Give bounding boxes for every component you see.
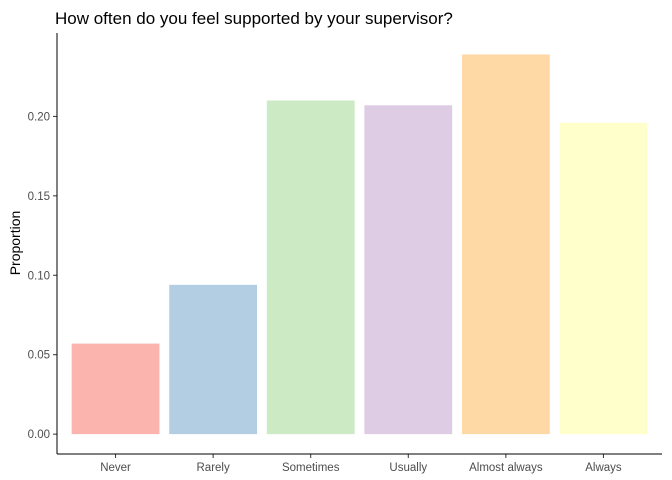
bar-never <box>71 343 160 435</box>
bar-sometimes <box>266 100 355 435</box>
bar-always <box>559 122 648 435</box>
y-tick-label: 0.20 <box>28 111 50 123</box>
x-tick-label: Sometimes <box>282 462 340 474</box>
y-tick-label: 0.10 <box>28 270 50 282</box>
y-axis-ticks: 0.00 0.05 0.10 0.15 0.20 <box>28 111 57 441</box>
y-tick-label: 0.05 <box>28 350 50 362</box>
bar-rarely <box>169 284 258 435</box>
y-tick-label: 0.15 <box>28 191 50 203</box>
x-tick-label: Almost always <box>469 462 543 474</box>
bar-usually <box>364 105 453 435</box>
x-axis-ticks: Never Rarely Sometimes Usually Almost always… <box>100 454 622 474</box>
x-tick-label: Never <box>100 462 131 474</box>
x-tick-label: Always <box>585 462 622 474</box>
x-tick-label: Usually <box>389 462 427 474</box>
bar-almost-always <box>461 54 550 435</box>
y-axis-label: Proportion <box>7 211 23 276</box>
y-tick-label: 0.00 <box>28 429 50 441</box>
x-tick-label: Rarely <box>197 462 230 474</box>
chart-title: How often do you feel supported by your … <box>55 9 453 28</box>
bars-group <box>71 54 648 435</box>
